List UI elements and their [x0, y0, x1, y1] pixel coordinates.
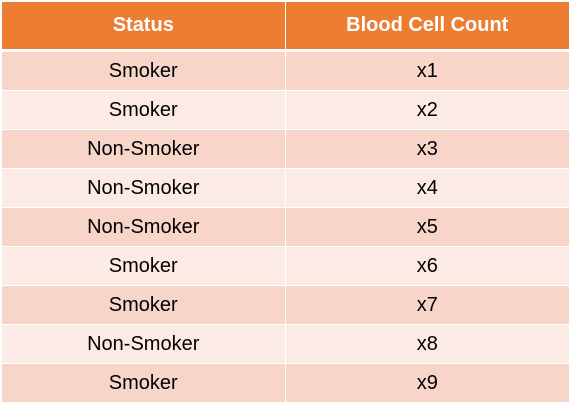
- table-row: Smoker x1: [2, 50, 569, 91]
- table-row: Non-Smoker x4: [2, 168, 569, 208]
- table-row: Non-Smoker x5: [2, 207, 569, 247]
- table-header: Status Blood Cell Count: [2, 2, 569, 52]
- count-cell: x4: [284, 168, 569, 208]
- count-cell: x6: [284, 246, 569, 286]
- status-cell: Non-Smoker: [2, 207, 285, 247]
- count-cell: x1: [284, 50, 569, 91]
- status-cell: Non-Smoker: [2, 129, 285, 169]
- table-row: Non-Smoker x8: [2, 324, 569, 364]
- header-blood-cell-count: Blood Cell Count: [284, 2, 569, 52]
- count-cell: x3: [284, 129, 569, 169]
- count-cell: x8: [284, 324, 569, 364]
- count-cell: x7: [284, 285, 569, 325]
- status-cell: Smoker: [2, 50, 285, 91]
- table-row: Non-Smoker x3: [2, 129, 569, 169]
- status-cell: Non-Smoker: [2, 168, 285, 208]
- status-cell: Smoker: [2, 285, 285, 325]
- table-row: Smoker x7: [2, 285, 569, 325]
- table-row: Smoker x2: [2, 90, 569, 130]
- header-status: Status: [2, 2, 285, 52]
- status-cell: Smoker: [2, 246, 285, 286]
- status-cell: Non-Smoker: [2, 324, 285, 364]
- header-row: Status Blood Cell Count: [2, 2, 569, 52]
- table-row: Smoker x6: [2, 246, 569, 286]
- status-cell: Smoker: [2, 363, 285, 402]
- status-cell: Smoker: [2, 90, 285, 130]
- table-row: Smoker x9: [2, 363, 569, 402]
- count-cell: x9: [284, 363, 569, 402]
- table-body: Smoker x1 Smoker x2 Non-Smoker x3 Non-Sm…: [2, 50, 569, 402]
- count-cell: x2: [284, 90, 569, 130]
- count-cell: x5: [284, 207, 569, 247]
